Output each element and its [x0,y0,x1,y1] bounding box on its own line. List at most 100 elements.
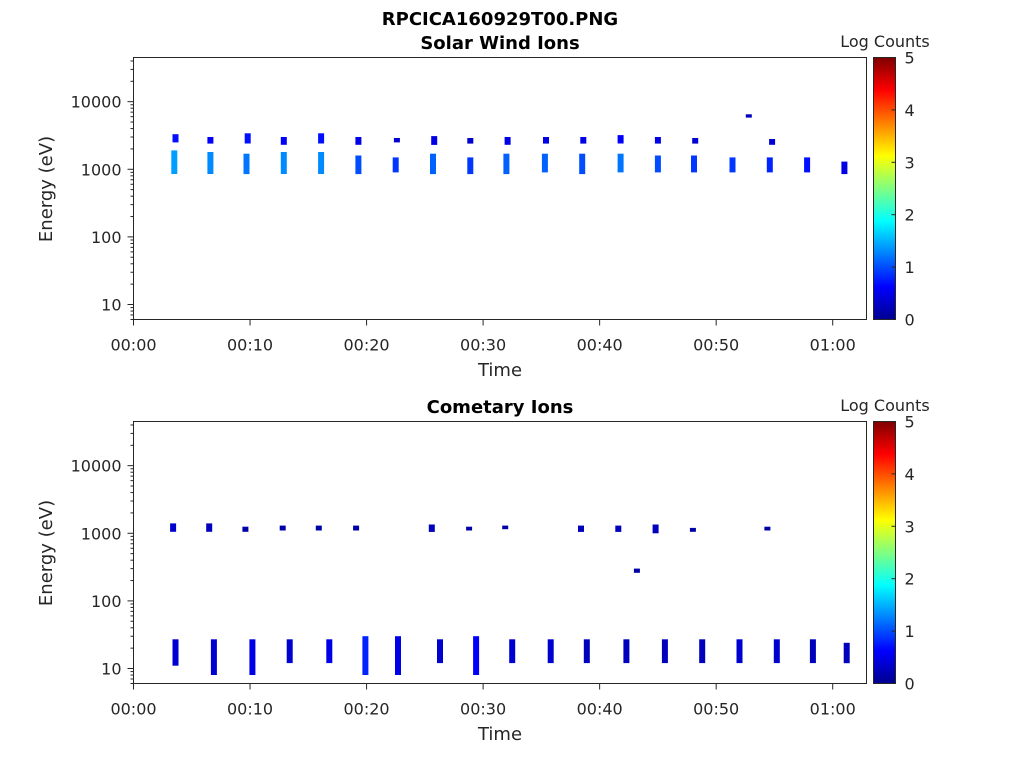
figure-title: RPCICA160929T00.PNG [382,9,618,30]
heatmap-cell [689,527,696,532]
heatmap-cell [243,153,250,175]
y-tick-label: 10 [101,296,121,315]
heatmap-cell [355,155,362,175]
heatmap-cell [172,639,179,666]
colorbar-tick-label: 3 [905,517,915,536]
x-axis: 00:00 00:10 00:20 00:30 00:40 00:50 01:00 [110,683,856,719]
colorbar: 0 1 2 3 4 5 [873,49,915,330]
heatmap-cell [207,152,214,174]
heatmap-cell [326,639,333,664]
heatmap-cell [579,153,586,175]
heatmap-cell [633,568,640,573]
heatmap-cell [355,137,362,145]
colorbar-gradient [873,57,896,320]
heatmap-cell [543,137,549,144]
heatmap-cell [392,157,399,173]
colorbar-label: Log Counts [840,396,930,415]
heatmap-cell [249,639,256,675]
heatmap-cell [615,525,622,532]
heatmap-cell [580,137,587,144]
heatmap-cell [841,161,848,175]
heatmap-cell [578,525,584,532]
heatmap-cell [315,525,322,531]
heatmap-cell [467,157,474,175]
heatmap-cell [509,639,516,664]
colorbar-tick-label: 4 [905,101,915,120]
heatmap-cell [362,636,369,675]
heatmap-cell [729,157,736,173]
heatmap-cell [171,150,178,174]
heatmap-cell [206,523,213,532]
heatmap-cell [503,153,510,175]
heatmap-cell [804,157,811,173]
heatmap-cell [617,153,624,173]
heatmap-cell [210,639,217,675]
heatmap-cell [207,137,214,144]
y-tick-label: 10000 [71,457,122,476]
y-tick-label: 100 [91,228,122,247]
colorbar-tick-label: 1 [905,258,915,277]
heatmap-cell [766,157,773,173]
x-tick-label: 01:00 [810,700,856,719]
heatmap-cell [745,114,752,118]
colorbar-tick-label: 2 [905,206,915,225]
heatmap-cell [318,133,325,144]
heatmap-cells [171,114,848,175]
x-tick-label: 00:00 [110,700,156,719]
colorbar-tick-label: 1 [905,622,915,641]
colorbar-tick-label: 0 [905,675,915,694]
y-tick-label: 1000 [81,160,122,179]
colorbar-tick-label: 0 [905,311,915,330]
y-tick-label: 1000 [81,524,122,543]
heatmap-cell [691,155,697,173]
heatmap-cell [623,639,630,664]
plot-frame [133,421,867,684]
colorbar-tick-label: 3 [905,153,915,172]
x-tick-label: 00:00 [110,336,156,355]
heatmap-cell [773,639,780,664]
colorbar-gradient [873,421,896,684]
heatmap-cell [318,152,325,174]
heatmap-cell [504,137,511,145]
heatmap-cell [172,134,179,143]
heatmap-cell [736,639,743,664]
heatmap-cell [617,135,624,144]
heatmap-cell [280,137,287,145]
panel-title: Cometary Ions [427,397,574,418]
heatmap-cell [502,525,509,530]
heatmap-cell [652,524,659,534]
colorbar: 0 1 2 3 4 5 [873,413,915,694]
heatmap-cell [769,139,776,145]
heatmap-cells [170,523,850,675]
x-tick-label: 00:30 [460,336,506,355]
heatmap-cell [473,636,480,675]
x-tick-label: 00:30 [460,700,506,719]
heatmap-cell [843,642,850,664]
x-tick-label: 00:50 [693,336,739,355]
heatmap-cell [654,155,661,173]
x-tick-label: 00:10 [227,336,273,355]
heatmap-cell [809,639,816,664]
heatmap-cell [661,639,668,664]
heatmap-cell [583,639,590,664]
y-tick-label: 10 [101,660,121,679]
heatmap-cell [170,523,177,532]
x-tick-label: 01:00 [810,336,856,355]
heatmap-cell [541,153,548,173]
heatmap-cell [286,639,293,664]
heatmap-cell [654,137,661,144]
heatmap-cell [764,526,771,531]
heatmap-cell [428,524,435,532]
x-tick-label: 00:40 [577,336,623,355]
heatmap-cell [430,153,436,175]
x-tick-label: 00:40 [577,700,623,719]
heatmap-cell [466,526,473,531]
heatmap-cell [437,639,443,664]
colorbar-tick-label: 2 [905,570,915,589]
heatmap-cell [242,526,249,532]
heatmap-cell [279,525,286,531]
panel-title: Solar Wind Ions [420,33,579,54]
